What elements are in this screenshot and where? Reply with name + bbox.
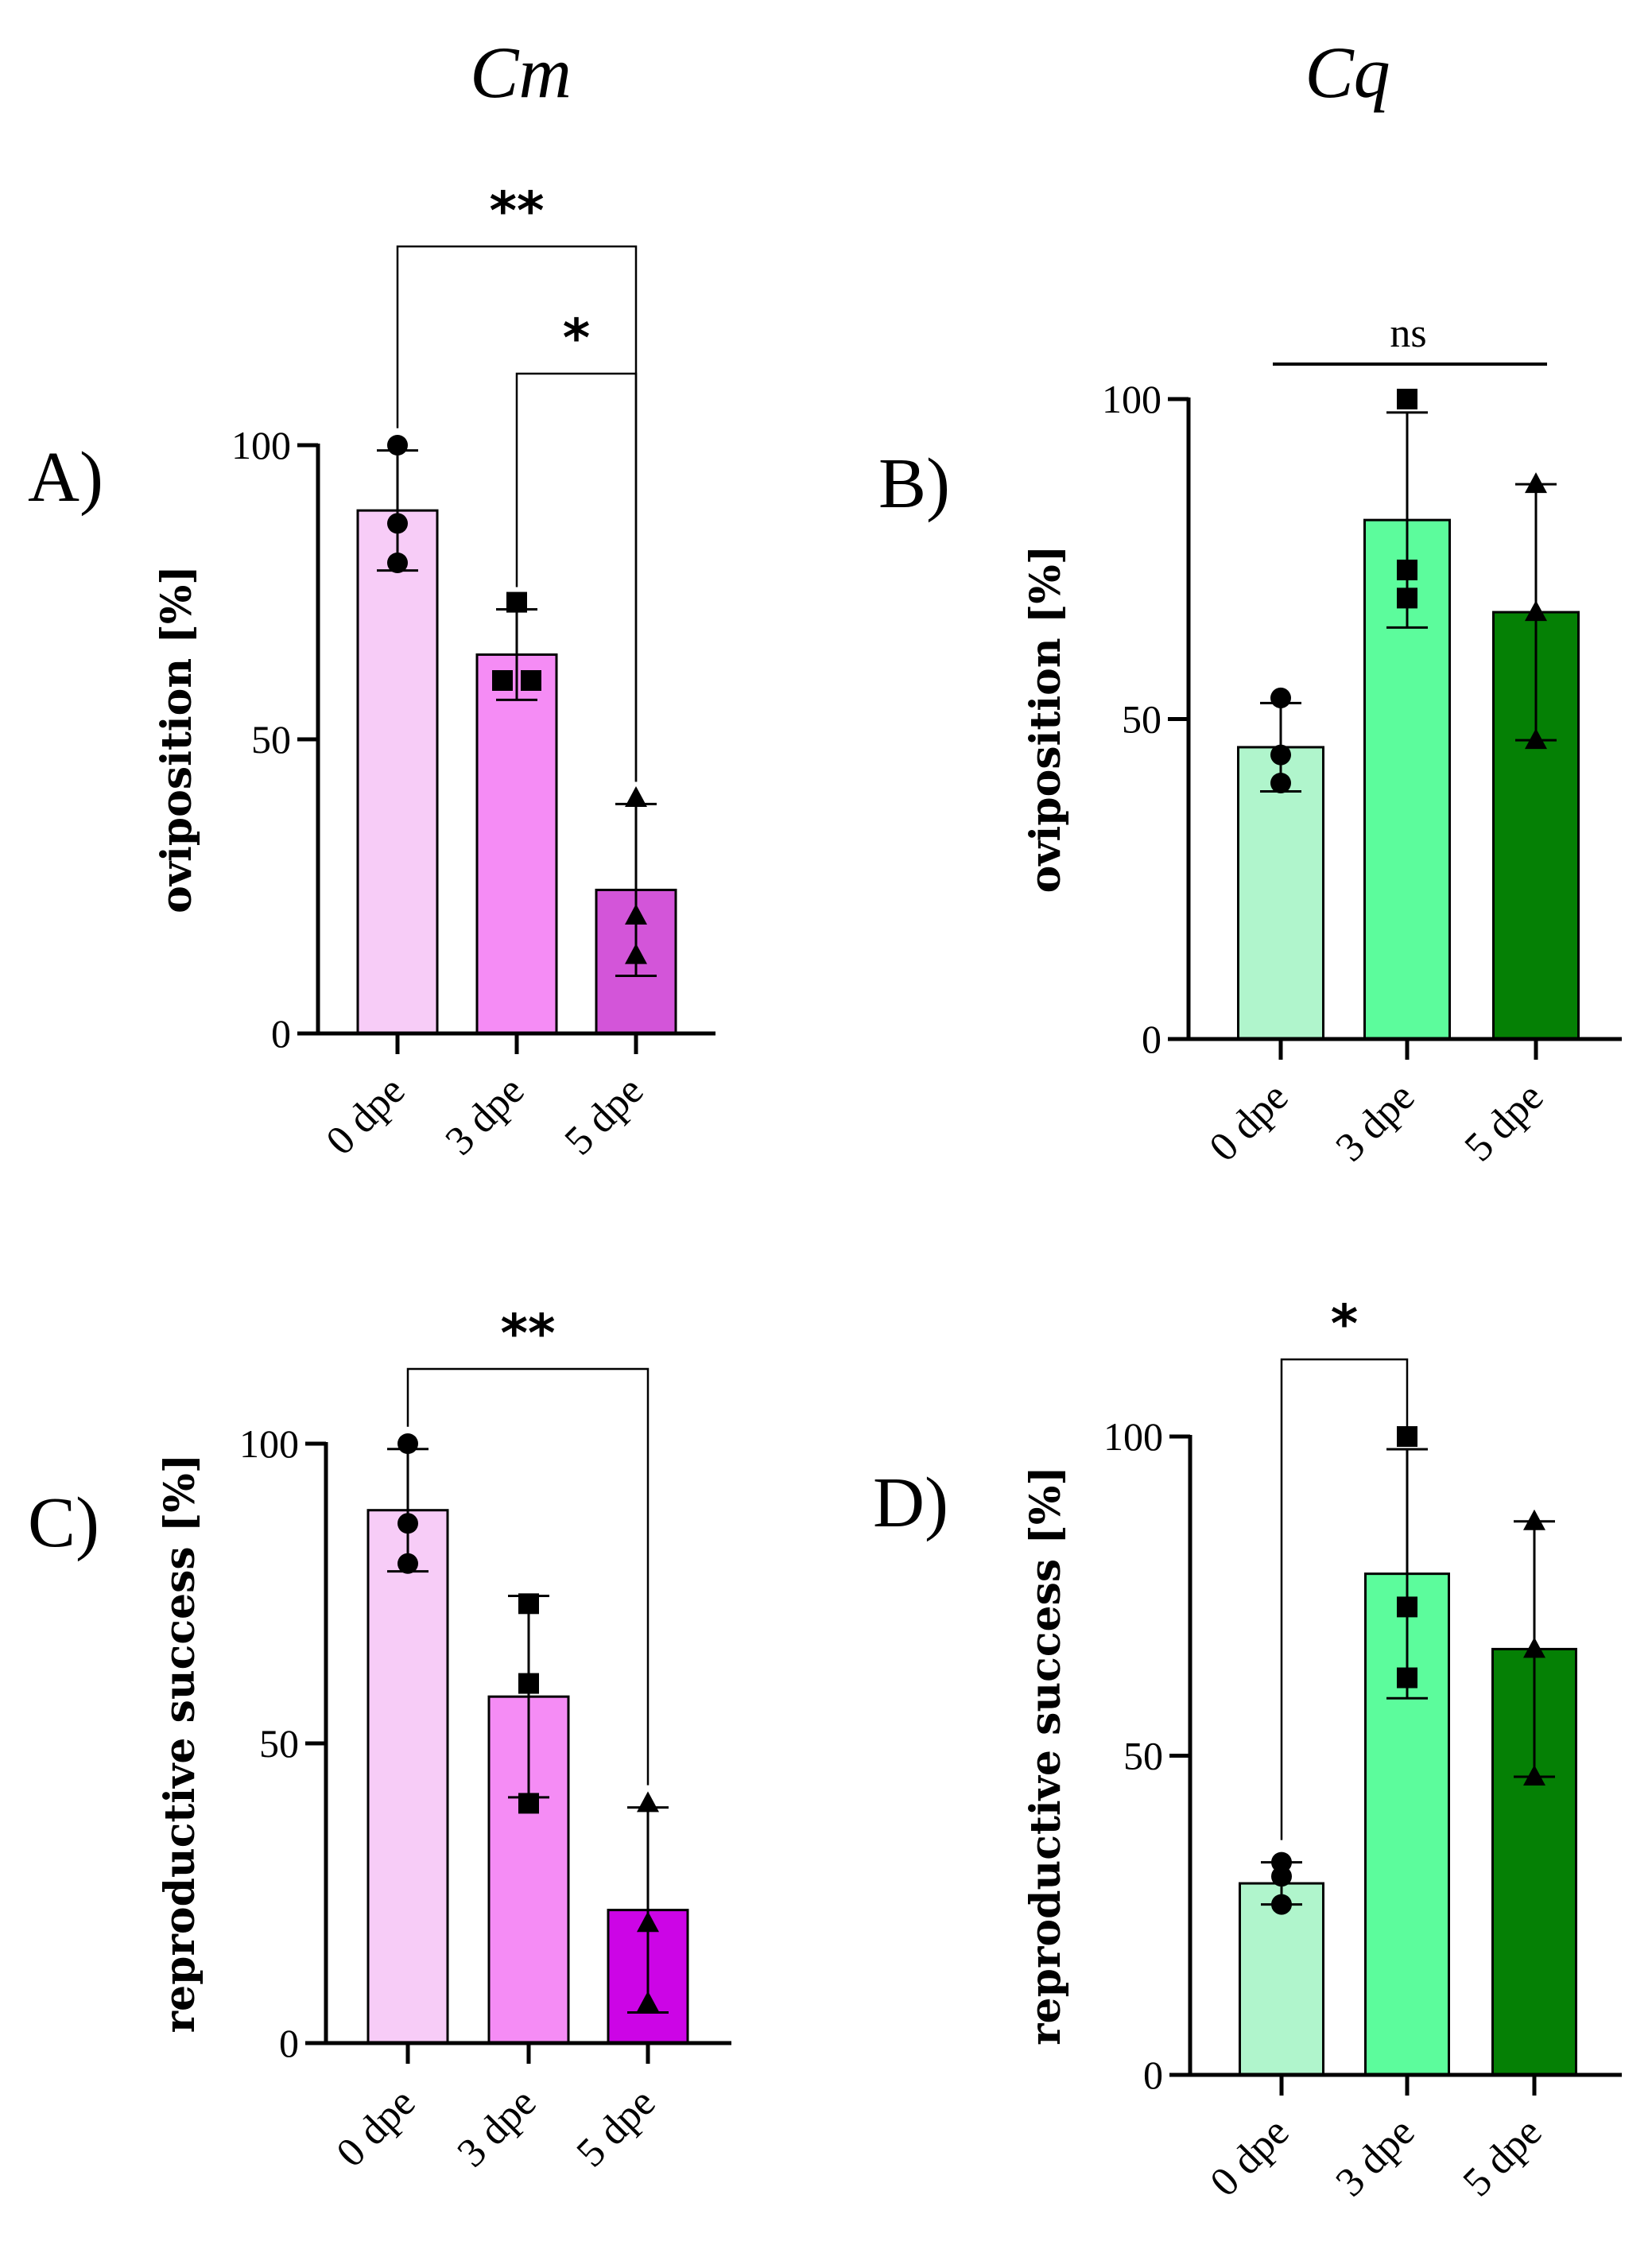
panel-d: D) reproductive success [%] 0 50 100 0 dpe 3 d…: [873, 1293, 1622, 2205]
data-point: [518, 1793, 539, 1814]
y-tick-label: 100: [231, 423, 291, 467]
data-point: [1271, 1866, 1292, 1887]
x-tick-label: 5 dpe: [556, 1068, 653, 1164]
y-axis-label: oviposition [%]: [1022, 545, 1070, 894]
data-point: [1523, 1764, 1545, 1786]
data-point: [625, 786, 647, 807]
data-point: [387, 553, 408, 573]
panel-label: B): [878, 444, 950, 523]
significance-label: ns: [1390, 311, 1426, 356]
y-tick-label: 50: [259, 1721, 299, 1766]
x-tick-label: 5 dpe: [1455, 2109, 1551, 2205]
significance-label: *: [563, 308, 591, 369]
y-tick-label: 50: [1123, 1734, 1163, 1778]
data-point: [1525, 600, 1547, 622]
x-tick-label: 0 dpe: [328, 2080, 425, 2176]
data-point: [1270, 744, 1291, 766]
data-point: [1397, 389, 1417, 409]
panel-label: D): [873, 1464, 948, 1542]
data-point: [625, 943, 647, 964]
data-point: [518, 1673, 539, 1694]
y-tick-label: 0: [271, 1011, 291, 1056]
data-point: [397, 1433, 418, 1454]
x-tick-label: 0 dpe: [1201, 1074, 1297, 1170]
data-point: [637, 1991, 659, 2012]
y-axis-label: reproductive success [%]: [1022, 1466, 1070, 2045]
data-point: [1397, 1426, 1417, 1447]
bar: [356, 509, 439, 1035]
data-point: [1523, 1509, 1545, 1530]
data-point: [1397, 559, 1417, 580]
y-axis-label: reproductive success [%]: [156, 1454, 204, 2034]
significance-label: **: [489, 180, 544, 242]
significance-label: **: [500, 1303, 555, 1364]
data-point: [637, 1911, 659, 1933]
data-point: [1397, 1596, 1417, 1618]
x-tick-label: 5 dpe: [568, 2080, 665, 2176]
bar: [366, 1509, 449, 2045]
panel-c: C) reproductive success [%] 0 50 100 0 dpe 3 d…: [28, 1303, 731, 2176]
data-point: [1525, 728, 1547, 750]
data-point: [521, 670, 541, 691]
y-tick-label: 100: [1102, 377, 1161, 421]
significance-bracket: [406, 1367, 650, 1786]
panel-label: C): [28, 1483, 99, 1562]
y-tick-label: 100: [239, 1421, 299, 1466]
y-axis-label: oviposition [%]: [153, 565, 201, 913]
data-point: [1523, 1637, 1545, 1658]
data-point: [1270, 773, 1291, 793]
data-point: [397, 1513, 418, 1534]
data-point: [637, 1791, 659, 1813]
data-point: [1525, 472, 1547, 494]
data-point: [1397, 1667, 1417, 1689]
data-point: [625, 904, 647, 925]
panel-b: B) oviposition [%] 0 50 100 0 dpe 3 dpe 5 dpe ns: [878, 311, 1622, 1170]
y-tick-label: 0: [1143, 2053, 1163, 2097]
y-tick-label: 0: [1142, 1017, 1161, 1061]
bar: [1239, 1882, 1324, 2076]
x-tick-label: 3 dpe: [1328, 1074, 1424, 1170]
x-tick-label: 5 dpe: [1456, 1074, 1553, 1170]
panel-label: A): [28, 438, 103, 517]
column-title-cq: Cq: [1305, 32, 1390, 113]
x-tick-label: 0 dpe: [1202, 2109, 1298, 2205]
y-tick-label: 0: [279, 2021, 299, 2065]
data-point: [506, 591, 527, 613]
x-tick-label: 3 dpe: [1328, 2109, 1424, 2205]
x-tick-label: 0 dpe: [318, 1068, 414, 1164]
data-point: [387, 435, 408, 456]
bar: [1237, 746, 1324, 1041]
data-point: [518, 1593, 539, 1615]
y-tick-label: 100: [1103, 1414, 1163, 1459]
x-tick-label: 3 dpe: [437, 1068, 533, 1164]
data-point: [397, 1553, 418, 1574]
data-point: [1397, 587, 1417, 609]
bar: [475, 653, 558, 1035]
data-point: [1270, 687, 1291, 708]
significance-bracket: [1280, 1358, 1409, 1840]
data-point: [492, 670, 513, 691]
significance-label: *: [1331, 1293, 1359, 1355]
significance-bracket: [515, 372, 638, 782]
y-tick-label: 50: [1122, 697, 1161, 742]
data-point: [1271, 1894, 1292, 1915]
y-tick-label: 50: [251, 717, 291, 762]
x-tick-label: 3 dpe: [449, 2080, 545, 2176]
column-title-cm: Cm: [470, 32, 572, 113]
data-point: [387, 513, 408, 534]
